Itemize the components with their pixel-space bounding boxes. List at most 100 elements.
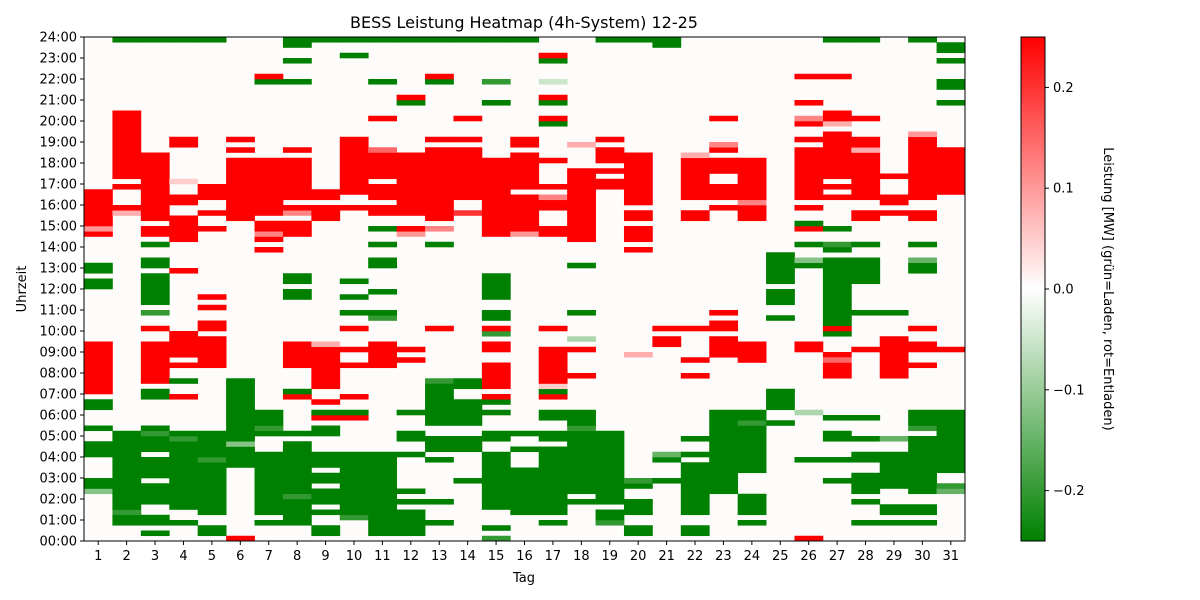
y-tick-label: 23:00	[40, 52, 77, 67]
heatmap-cell	[453, 478, 483, 484]
heatmap-cell	[851, 136, 881, 148]
heatmap-cell	[595, 147, 625, 164]
heatmap-cell	[425, 37, 454, 43]
y-tick-label: 19:00	[40, 136, 77, 151]
heatmap-cell	[510, 231, 540, 237]
heatmap-cell	[282, 289, 312, 300]
heatmap-cell	[709, 320, 739, 332]
heatmap-cell	[368, 115, 398, 122]
heatmap-cell	[908, 241, 937, 248]
heatmap-cell	[311, 472, 341, 484]
heatmap-cell	[282, 341, 312, 369]
heatmap-cell	[908, 131, 937, 138]
heatmap-cell	[368, 205, 398, 216]
y-axis: 00:00 01:00 02:00 03:00 04:00 05:00 06:00 07:00…	[40, 31, 84, 550]
heatmap-cell	[311, 205, 341, 222]
heatmap-cell	[851, 346, 881, 353]
x-tick-label: 10	[346, 549, 363, 564]
heatmap-cell	[481, 394, 511, 400]
y-tick-label: 03:00	[40, 472, 77, 487]
heatmap-cell	[368, 315, 398, 321]
heatmap-cell	[879, 336, 909, 379]
heatmap-cell	[822, 73, 852, 80]
heatmap-cell	[851, 520, 881, 526]
y-tick-label: 14:00	[40, 241, 77, 256]
heatmap-cell	[879, 194, 909, 206]
heatmap-cell	[169, 520, 199, 526]
y-tick-label: 18:00	[40, 157, 77, 172]
heatmap-cell	[282, 79, 312, 85]
heatmap-cell	[140, 530, 170, 537]
heatmap-cell	[169, 378, 199, 384]
heatmap-cell	[140, 514, 170, 526]
heatmap-cell	[254, 220, 284, 232]
heatmap-cell	[709, 336, 739, 358]
heatmap-cell	[510, 37, 540, 43]
heatmap-cell	[481, 331, 511, 337]
heatmap-cell	[112, 514, 142, 521]
heatmap-cell	[567, 310, 596, 316]
heatmap-cell	[368, 152, 398, 180]
heatmap-cell	[766, 289, 795, 306]
heatmap-cell	[538, 199, 568, 211]
y-tick-label: 15:00	[40, 220, 77, 235]
heatmap-cell	[197, 304, 227, 311]
heatmap-cell	[197, 430, 227, 458]
x-tick-label: 20	[630, 549, 647, 564]
heatmap-cell	[339, 52, 369, 59]
heatmap-cell	[140, 257, 170, 269]
x-tick-label: 12	[403, 549, 420, 564]
heatmap-cell	[538, 325, 568, 332]
x-tick-label: 28	[857, 549, 874, 564]
heatmap-cell	[822, 352, 852, 358]
x-tick-label: 3	[151, 549, 159, 564]
heatmap-cell	[84, 478, 113, 489]
heatmap-cell	[396, 231, 426, 237]
y-tick-label: 20:00	[40, 115, 77, 130]
heatmap-cell	[169, 194, 199, 206]
heatmap-cell	[282, 499, 312, 526]
heatmap-cell	[368, 289, 398, 295]
heatmap-cell	[282, 441, 312, 495]
heatmap-cell	[282, 37, 312, 48]
y-tick-label: 00:00	[40, 535, 77, 550]
heatmap-cell	[851, 472, 881, 495]
heatmap-cell	[84, 488, 113, 495]
heatmap-cell	[794, 241, 824, 248]
heatmap-cell	[510, 446, 540, 453]
heatmap-cell	[595, 509, 625, 521]
heatmap-cell	[282, 220, 312, 237]
heatmap-cell	[453, 136, 483, 143]
x-tick-label: 22	[687, 549, 704, 564]
heatmap-cell	[709, 205, 739, 211]
heatmap-cell	[794, 147, 824, 201]
heatmap-cell	[595, 430, 625, 505]
y-axis-label: Uhrzeit	[15, 266, 30, 313]
heatmap-cell	[510, 430, 540, 437]
heatmap-cell	[396, 94, 426, 101]
heatmap-cell	[339, 346, 369, 353]
heatmap-cell	[908, 37, 937, 43]
heatmap-cell	[311, 488, 341, 505]
x-tick-label: 11	[374, 549, 391, 564]
heatmap-cell	[538, 94, 568, 101]
y-tick-label: 22:00	[40, 73, 77, 88]
heatmap-cell	[481, 430, 511, 442]
heatmap-cell	[481, 451, 511, 510]
heatmap-cell	[84, 441, 113, 458]
heatmap-cell	[822, 478, 852, 484]
y-tick-label: 09:00	[40, 346, 77, 361]
heatmap-cell	[169, 136, 199, 148]
heatmap-cell	[140, 457, 170, 479]
heatmap-cell	[879, 173, 909, 180]
heatmap-cell	[908, 136, 937, 201]
heatmap-cell	[538, 58, 568, 64]
heatmap-cell	[680, 525, 710, 537]
heatmap-cell	[794, 262, 824, 269]
heatmap-cell	[822, 257, 852, 327]
heatmap-cell	[112, 509, 142, 516]
heatmap-cell	[567, 142, 596, 148]
heatmap-cell	[339, 310, 369, 316]
colorbar-tick-label: −0.2	[1053, 484, 1085, 499]
heatmap-cell	[481, 310, 511, 321]
